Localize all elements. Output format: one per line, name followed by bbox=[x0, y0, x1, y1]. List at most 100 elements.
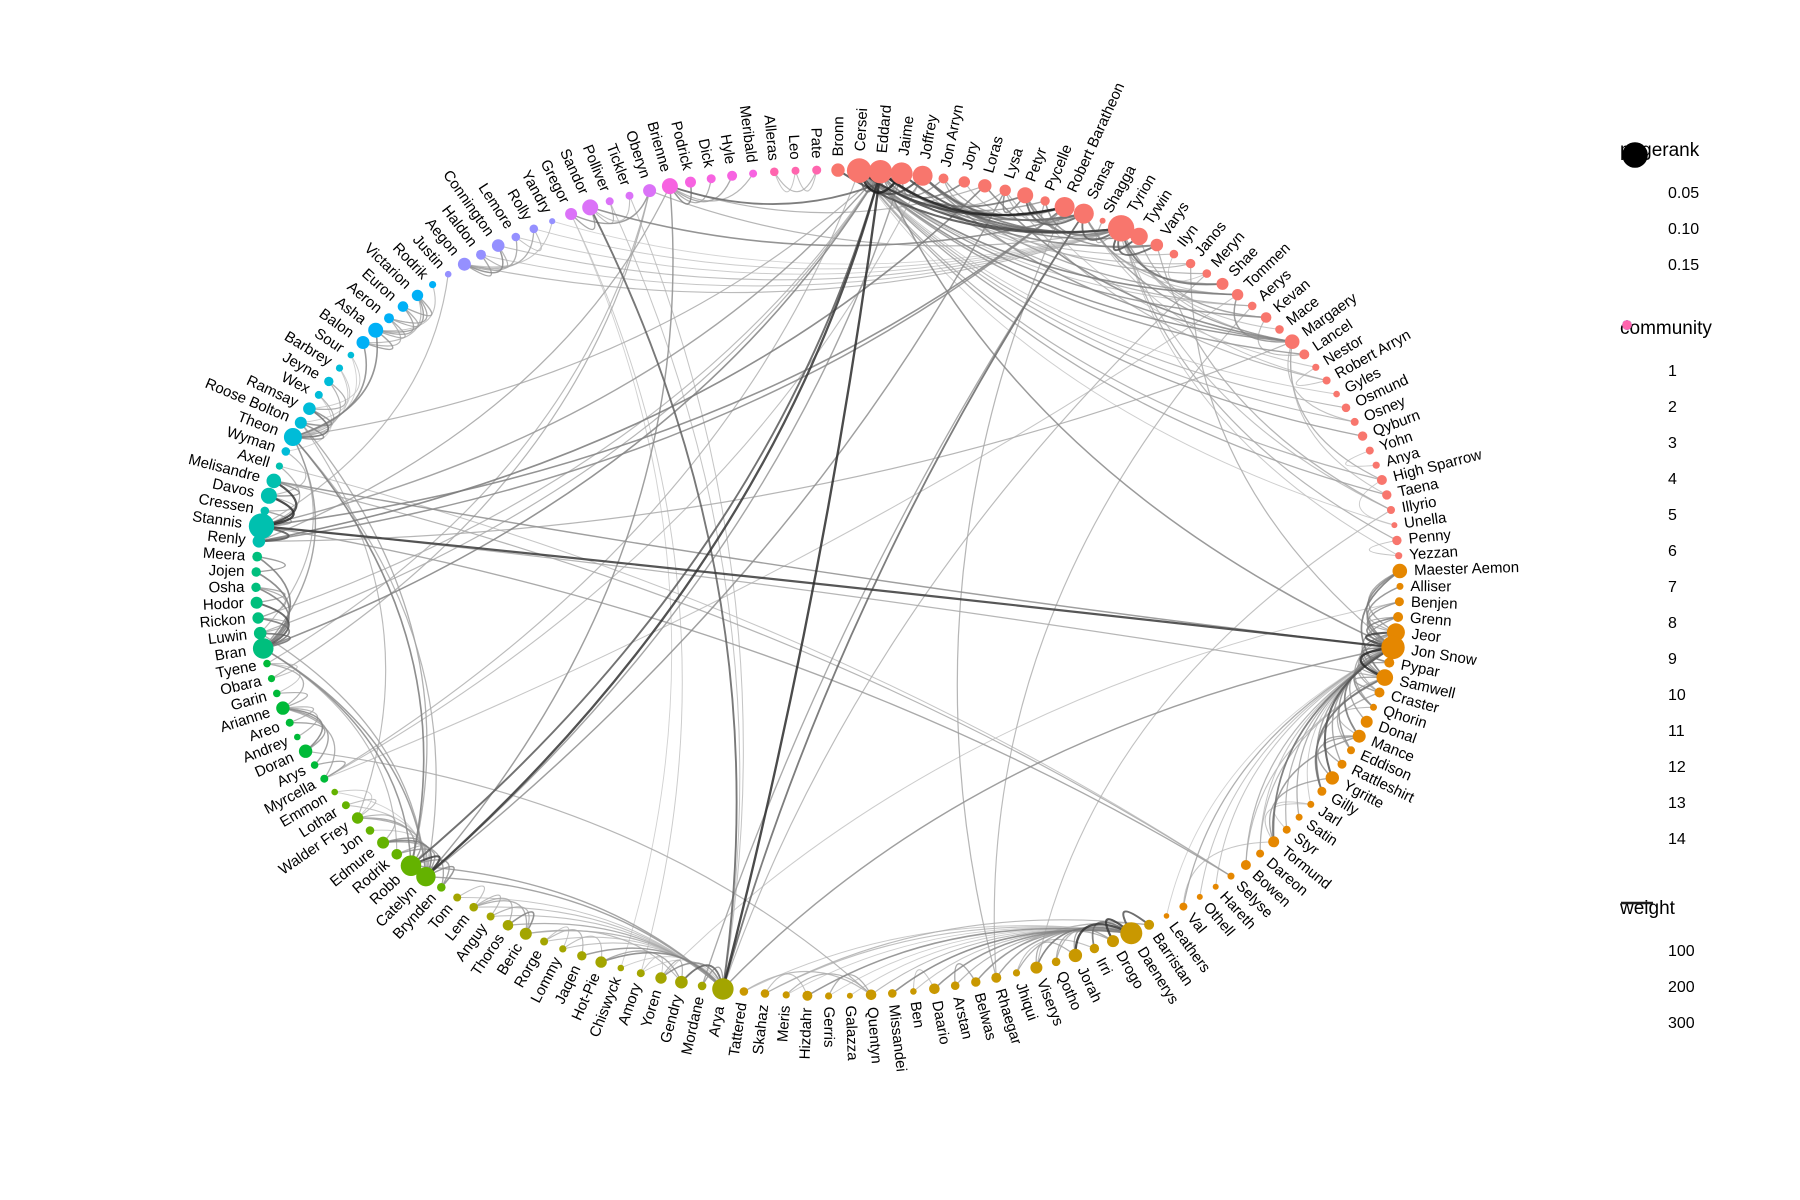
edge bbox=[1264, 803, 1311, 843]
edge bbox=[268, 480, 300, 497]
edge bbox=[309, 380, 347, 411]
node-gregor bbox=[565, 208, 578, 220]
edge bbox=[1360, 570, 1401, 679]
node-areo bbox=[285, 718, 294, 727]
edge bbox=[649, 190, 1122, 247]
node-belwas bbox=[971, 977, 981, 987]
edge bbox=[1024, 195, 1085, 226]
label-tattered: Tattered bbox=[726, 1001, 751, 1057]
node-jon-snow bbox=[1381, 635, 1405, 660]
node-axell bbox=[275, 462, 283, 470]
edge bbox=[292, 422, 325, 440]
node-brynden bbox=[437, 883, 446, 892]
node-varys bbox=[1150, 238, 1164, 252]
node-thoros bbox=[502, 920, 514, 931]
edge bbox=[1368, 539, 1399, 557]
edge bbox=[266, 662, 298, 680]
node-dick bbox=[706, 174, 716, 184]
node-balon bbox=[356, 336, 370, 349]
node-haldon bbox=[476, 249, 486, 260]
node-rattleshirt bbox=[1337, 759, 1347, 769]
node-dareon bbox=[1256, 849, 1265, 858]
edge bbox=[292, 407, 330, 438]
node-robb bbox=[400, 855, 422, 876]
legend-community-item: 10 bbox=[1620, 320, 1795, 714]
edge bbox=[473, 897, 513, 926]
node-craster bbox=[1374, 687, 1385, 698]
label-osha: Osha bbox=[208, 579, 245, 596]
edge bbox=[912, 969, 935, 992]
legend-pagerank-items: 0.05 0.10 0.15 bbox=[1620, 142, 1795, 284]
edge bbox=[314, 760, 346, 780]
node-beric bbox=[519, 927, 532, 940]
edge bbox=[375, 317, 406, 339]
node-asha bbox=[368, 322, 384, 338]
node-rolly bbox=[529, 224, 539, 234]
edge bbox=[276, 691, 308, 709]
edge bbox=[1343, 646, 1394, 737]
edge bbox=[581, 947, 724, 990]
node-gerris bbox=[825, 992, 833, 1000]
node-justin bbox=[444, 270, 452, 278]
edge bbox=[858, 170, 1363, 437]
edge bbox=[858, 170, 1337, 395]
node-petyr bbox=[1017, 187, 1034, 204]
edge bbox=[456, 885, 485, 908]
label-jaime: Jaime bbox=[895, 115, 917, 157]
edge bbox=[1120, 228, 1223, 286]
node-edmure bbox=[377, 836, 390, 849]
edge bbox=[262, 647, 412, 866]
edge bbox=[410, 171, 882, 867]
node-andrey bbox=[294, 733, 301, 741]
node-kevan bbox=[1260, 312, 1272, 323]
label-illyrio: Illyrio bbox=[1400, 493, 1437, 516]
edge bbox=[375, 284, 436, 332]
edge bbox=[722, 213, 1085, 990]
edge bbox=[669, 175, 733, 203]
nodes-layer bbox=[248, 158, 1408, 1001]
legend-weight-item: 300 bbox=[1620, 901, 1795, 1042]
node-anguy bbox=[486, 912, 495, 921]
node-amory bbox=[636, 969, 645, 978]
edge bbox=[828, 974, 872, 997]
node-emmon bbox=[331, 788, 339, 796]
node-robert-baratheon bbox=[1054, 197, 1075, 217]
edge bbox=[701, 213, 1085, 987]
edge bbox=[669, 178, 712, 204]
label-renly: Renly bbox=[207, 528, 247, 549]
label-gerris: Gerris bbox=[820, 1007, 837, 1048]
pagerank-size-icon bbox=[1622, 142, 1648, 168]
edge bbox=[345, 798, 377, 819]
legend-community-item: 8 bbox=[1620, 320, 1795, 642]
node-lommy bbox=[559, 945, 567, 953]
node-rorge bbox=[540, 937, 549, 946]
legend-pagerank: pagerank 0.05 0.10 0.15 bbox=[1620, 140, 1795, 284]
node-lancel bbox=[1299, 349, 1310, 360]
label-daario: Daario bbox=[928, 999, 953, 1046]
edge bbox=[273, 480, 1394, 649]
edge bbox=[609, 201, 741, 990]
node-connington bbox=[491, 239, 505, 252]
edge bbox=[375, 295, 425, 333]
edge bbox=[858, 170, 1305, 356]
edge bbox=[858, 170, 1347, 409]
node-viserys bbox=[1030, 961, 1043, 974]
node-arya bbox=[712, 978, 734, 1000]
label-grenn: Grenn bbox=[1409, 610, 1452, 630]
label-skahaz: Skahaz bbox=[750, 1004, 772, 1056]
node-cersei bbox=[846, 158, 872, 183]
edge bbox=[794, 169, 818, 192]
node-jon-arryn bbox=[938, 173, 949, 184]
label-hodor: Hodor bbox=[202, 595, 244, 614]
node-euron bbox=[397, 301, 409, 312]
edges-layer bbox=[255, 169, 1401, 997]
edge bbox=[480, 227, 1122, 287]
label-leo: Leo bbox=[785, 134, 803, 160]
edge bbox=[1120, 228, 1398, 541]
legend-community-item: 14 bbox=[1620, 320, 1795, 858]
node-arianne bbox=[276, 701, 290, 715]
node-qhorin bbox=[1370, 703, 1377, 711]
node-joffrey bbox=[912, 165, 933, 186]
node-donal bbox=[1360, 715, 1373, 728]
node-nestor bbox=[1312, 363, 1320, 371]
